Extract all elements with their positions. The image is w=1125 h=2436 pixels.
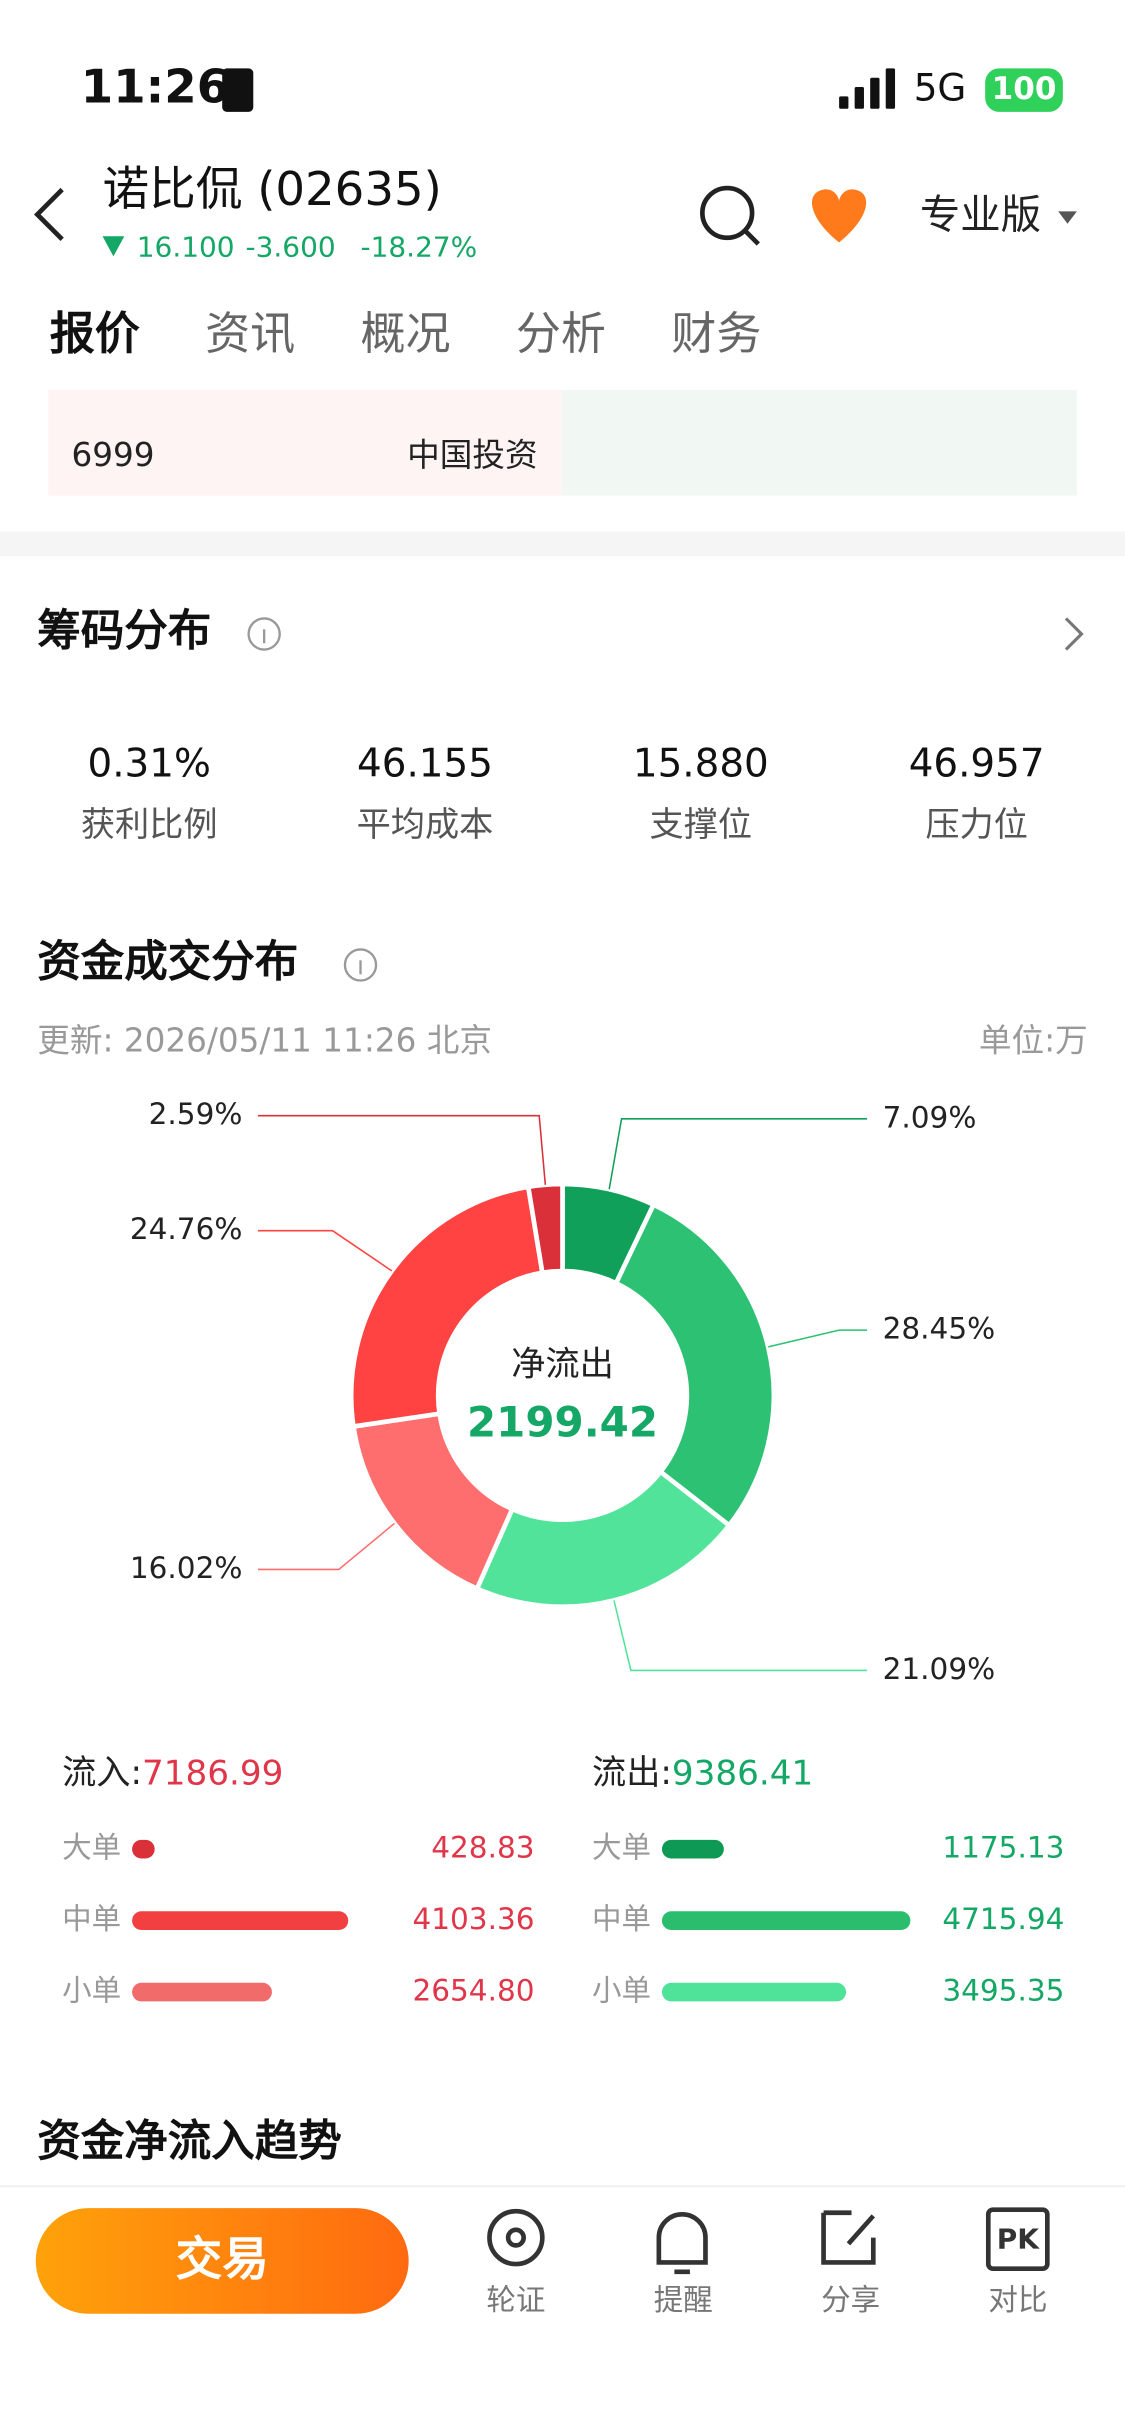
network: 5G bbox=[914, 66, 967, 110]
row-name: 中单 bbox=[62, 1902, 121, 1936]
section-title: 筹码分布 bbox=[37, 606, 211, 656]
stat-label: 平均成本 bbox=[357, 805, 494, 845]
tab[interactable]: 资讯 bbox=[205, 307, 295, 360]
dropdown bbox=[1058, 211, 1077, 224]
pk-icon: PK bbox=[997, 2223, 1040, 2256]
row-value: 4715.94 bbox=[942, 1902, 1064, 1936]
chevron[interactable] bbox=[1064, 617, 1084, 651]
row-name: 小单 bbox=[62, 1974, 121, 2008]
section-title: 资金净流入趋势 bbox=[37, 2117, 342, 2167]
flow-bar bbox=[661, 1839, 724, 1859]
stock-name: 诺比侃 (02635) bbox=[103, 162, 442, 216]
battery bbox=[985, 68, 1063, 112]
data-label: 24.76% bbox=[130, 1212, 243, 1246]
leader-line bbox=[768, 1329, 868, 1348]
unit: 单位:万 bbox=[979, 1022, 1088, 1060]
stat-value: 46.155 bbox=[357, 742, 493, 787]
stat-value: 0.31% bbox=[87, 742, 210, 787]
row-value: 1175.13 bbox=[942, 1831, 1064, 1865]
section-title: 资金成交分布 bbox=[37, 937, 298, 987]
data-label: 28.45% bbox=[883, 1312, 996, 1346]
flow-title: 流出:9386.41 bbox=[592, 1753, 813, 1793]
favorite[interactable] bbox=[812, 189, 867, 243]
row-value: 2654.80 bbox=[412, 1974, 534, 2008]
flow-bar bbox=[661, 1982, 847, 2002]
divider bbox=[0, 531, 1125, 557]
info-icon[interactable] bbox=[247, 617, 281, 651]
row-name: 中国投资 bbox=[407, 436, 538, 474]
action-label[interactable]: 对比 bbox=[988, 2283, 1047, 2317]
search[interactable] bbox=[700, 185, 760, 246]
row-name: 大单 bbox=[62, 1831, 121, 1865]
action-label[interactable]: 轮证 bbox=[486, 2283, 545, 2317]
row-value: 3495.35 bbox=[942, 1974, 1064, 2008]
donut-segment bbox=[525, 1181, 565, 1276]
data-label: 2.59% bbox=[149, 1097, 243, 1131]
tab[interactable]: 报价 bbox=[50, 307, 140, 360]
row-number: 6999 bbox=[71, 436, 154, 474]
stat-value: 46.957 bbox=[909, 742, 1045, 787]
stat-value: 15.880 bbox=[633, 742, 769, 787]
edition[interactable]: 专业版 bbox=[920, 191, 1041, 239]
down-arrow bbox=[102, 236, 125, 257]
flow-total: 9386.41 bbox=[672, 1753, 813, 1793]
updated: 更新: 2026/05/11 11:26 北京 bbox=[37, 1022, 492, 1060]
action-label[interactable]: 提醒 bbox=[654, 2283, 713, 2317]
trade-label[interactable]: 交易 bbox=[176, 2232, 269, 2286]
center-label: 净流出 bbox=[511, 1344, 614, 1384]
flow-bar bbox=[132, 1911, 349, 1930]
clock: 11:26 bbox=[81, 60, 229, 114]
leader-line bbox=[257, 1229, 393, 1272]
donut-segment bbox=[473, 1468, 733, 1609]
flow-total: 7186.99 bbox=[142, 1753, 283, 1793]
flow-bar bbox=[132, 1982, 272, 2002]
data-label: 16.02% bbox=[130, 1551, 243, 1585]
action-icons bbox=[487, 2207, 1050, 2275]
leader-line bbox=[257, 1522, 395, 1571]
leader-line bbox=[613, 1600, 868, 1672]
price: 16.100 bbox=[137, 231, 235, 264]
data-label: 21.09% bbox=[883, 1652, 996, 1686]
leader-line bbox=[608, 1118, 868, 1190]
stat-label: 压力位 bbox=[925, 805, 1028, 845]
row-name: 小单 bbox=[592, 1974, 651, 2008]
data-label: 7.09% bbox=[883, 1100, 977, 1134]
donut-segment bbox=[348, 1184, 546, 1430]
back[interactable] bbox=[33, 187, 64, 241]
trade-button[interactable] bbox=[35, 2208, 409, 2314]
flow-title: 流入:7186.99 bbox=[62, 1753, 283, 1793]
center-value: 2199.42 bbox=[467, 1397, 658, 1446]
row-value: 4103.36 bbox=[412, 1902, 534, 1936]
row-bg bbox=[48, 390, 563, 496]
row-value: 428.83 bbox=[431, 1831, 534, 1865]
info-icon[interactable] bbox=[343, 948, 378, 982]
signal bbox=[839, 68, 896, 109]
change-pct: -18.27% bbox=[361, 231, 478, 264]
donut-segment bbox=[612, 1201, 777, 1529]
icon bbox=[222, 68, 254, 112]
flow-bar bbox=[132, 1839, 155, 1859]
tab[interactable]: 分析 bbox=[516, 307, 606, 360]
flow-bar bbox=[661, 1911, 911, 1930]
stat-label: 支撑位 bbox=[650, 805, 753, 845]
row-name: 中单 bbox=[592, 1902, 651, 1936]
stat-label: 获利比例 bbox=[81, 805, 218, 845]
tab[interactable]: 财务 bbox=[671, 307, 761, 360]
leader-line bbox=[257, 1114, 547, 1185]
battery-level: 100 bbox=[992, 71, 1057, 107]
row-bg bbox=[562, 390, 1077, 496]
action-label[interactable]: 分享 bbox=[821, 2283, 880, 2317]
change: -3.600 bbox=[246, 231, 336, 264]
tab[interactable]: 概况 bbox=[361, 307, 451, 360]
row-name: 大单 bbox=[592, 1831, 651, 1865]
